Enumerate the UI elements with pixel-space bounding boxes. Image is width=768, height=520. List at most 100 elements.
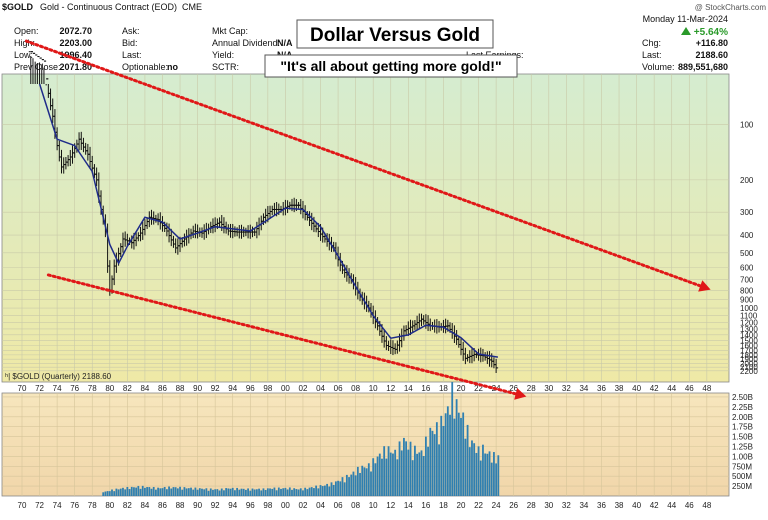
volume-bar bbox=[240, 488, 243, 496]
field-value: +116.80 bbox=[696, 38, 728, 48]
volume-bar bbox=[260, 490, 263, 496]
volume-bar bbox=[262, 488, 265, 496]
volume-bar bbox=[381, 458, 383, 496]
volume-bar bbox=[141, 485, 144, 496]
volume-bar bbox=[214, 489, 217, 496]
volume-bar bbox=[378, 453, 381, 496]
x-tick-label: 80 bbox=[105, 501, 114, 510]
x-tick-label: 78 bbox=[88, 501, 97, 510]
x-tick-label: 76 bbox=[70, 501, 79, 510]
volume-bar bbox=[317, 488, 320, 496]
volume-bar bbox=[398, 441, 401, 496]
x-tick-label: 02 bbox=[299, 384, 308, 393]
volume-bar bbox=[179, 486, 181, 496]
x-tick-label: 98 bbox=[263, 501, 272, 510]
y-tick-label: 1600 bbox=[740, 341, 758, 350]
field-label: High: bbox=[14, 38, 35, 48]
x-tick-label: 48 bbox=[702, 501, 711, 510]
y-tick-label: 1200 bbox=[740, 319, 758, 328]
y-tick-label: 300 bbox=[740, 208, 754, 217]
x-tick-label: 92 bbox=[211, 501, 220, 510]
volume-bar bbox=[422, 456, 425, 496]
x-tick-label: 12 bbox=[386, 501, 395, 510]
volume-bar bbox=[244, 489, 247, 496]
volume-bar bbox=[462, 412, 465, 496]
x-tick-label: 12 bbox=[386, 384, 395, 393]
volume-bar bbox=[449, 414, 451, 496]
volume-bar bbox=[146, 487, 149, 496]
field-label: Annual Dividend: bbox=[212, 38, 280, 48]
x-tick-label: 36 bbox=[597, 384, 606, 393]
volume-bar bbox=[255, 489, 258, 496]
volume-bar bbox=[192, 489, 195, 496]
x-tick-label: 22 bbox=[474, 384, 483, 393]
subtitle-box: "It's all about getting more gold!" bbox=[264, 54, 518, 78]
x-tick-label: 18 bbox=[439, 501, 448, 510]
volume-bar bbox=[464, 438, 467, 496]
volume-bar bbox=[130, 486, 133, 496]
volume-bar bbox=[181, 489, 184, 496]
field-label: Low: bbox=[14, 50, 33, 60]
volume-bar bbox=[258, 488, 260, 496]
x-tick-label: 90 bbox=[193, 501, 202, 510]
x-tick-label: 16 bbox=[421, 501, 430, 510]
volume-bar bbox=[299, 488, 302, 496]
volume-bar bbox=[482, 444, 484, 496]
x-tick-label: 34 bbox=[579, 501, 588, 510]
volume-bar bbox=[251, 488, 254, 496]
x-tick-label: 84 bbox=[140, 384, 149, 393]
volume-bar bbox=[291, 489, 293, 496]
y-tick-label: 500M bbox=[732, 472, 752, 481]
volume-bar bbox=[356, 466, 359, 496]
volume-bar bbox=[420, 450, 423, 496]
volume-bar bbox=[332, 484, 335, 496]
volume-bar bbox=[113, 491, 116, 496]
volume-bar bbox=[308, 487, 311, 496]
moving-average-line bbox=[38, 83, 499, 358]
x-tick-label: 72 bbox=[35, 384, 44, 393]
volume-bar bbox=[236, 487, 239, 496]
volume-bar bbox=[205, 488, 208, 496]
volume-bar bbox=[453, 418, 456, 496]
volume-bar bbox=[108, 491, 111, 496]
y-tick-label: 1900 bbox=[740, 355, 758, 364]
volume-bar bbox=[431, 430, 434, 496]
subtitle-text: "It's all about getting more gold!" bbox=[280, 58, 501, 74]
volume-bar bbox=[157, 487, 159, 496]
field-value: N/A bbox=[277, 38, 293, 48]
volume-bar bbox=[497, 455, 500, 496]
volume-bar bbox=[280, 488, 282, 496]
price-panel bbox=[1, 73, 730, 383]
volume-bar bbox=[484, 453, 487, 496]
volume-bar bbox=[429, 427, 432, 496]
x-tick-label: 20 bbox=[457, 501, 466, 510]
volume-bar bbox=[194, 487, 197, 496]
volume-panel bbox=[1, 392, 730, 497]
volume-bar bbox=[135, 487, 138, 496]
y-tick-label: 700 bbox=[740, 276, 754, 285]
volume-bar bbox=[407, 449, 410, 496]
volume-bar bbox=[493, 452, 495, 496]
y-tick-label: 2.25B bbox=[732, 403, 753, 412]
y-tick-label: 900 bbox=[740, 296, 754, 305]
volume-bar bbox=[345, 474, 348, 496]
field-label: Chg: bbox=[642, 38, 661, 48]
x-tick-label: 08 bbox=[351, 384, 360, 393]
x-tick-label: 06 bbox=[334, 501, 343, 510]
volume-bar bbox=[225, 488, 228, 496]
volume-bar bbox=[128, 489, 131, 496]
x-tick-label: 26 bbox=[509, 384, 518, 393]
volume-bar bbox=[150, 488, 153, 496]
x-tick-label: 30 bbox=[544, 384, 553, 393]
field-value: 889,551,680 bbox=[678, 62, 728, 72]
volume-bar bbox=[392, 453, 394, 496]
date-line: Monday 11-Mar-2024 bbox=[643, 14, 728, 24]
volume-bar bbox=[310, 487, 313, 496]
volume-bar bbox=[115, 488, 118, 496]
volume-bar bbox=[238, 489, 241, 496]
volume-bar bbox=[247, 488, 249, 496]
x-tick-label: 88 bbox=[176, 501, 185, 510]
volume-bar bbox=[269, 488, 271, 496]
volume-bar bbox=[475, 452, 478, 496]
